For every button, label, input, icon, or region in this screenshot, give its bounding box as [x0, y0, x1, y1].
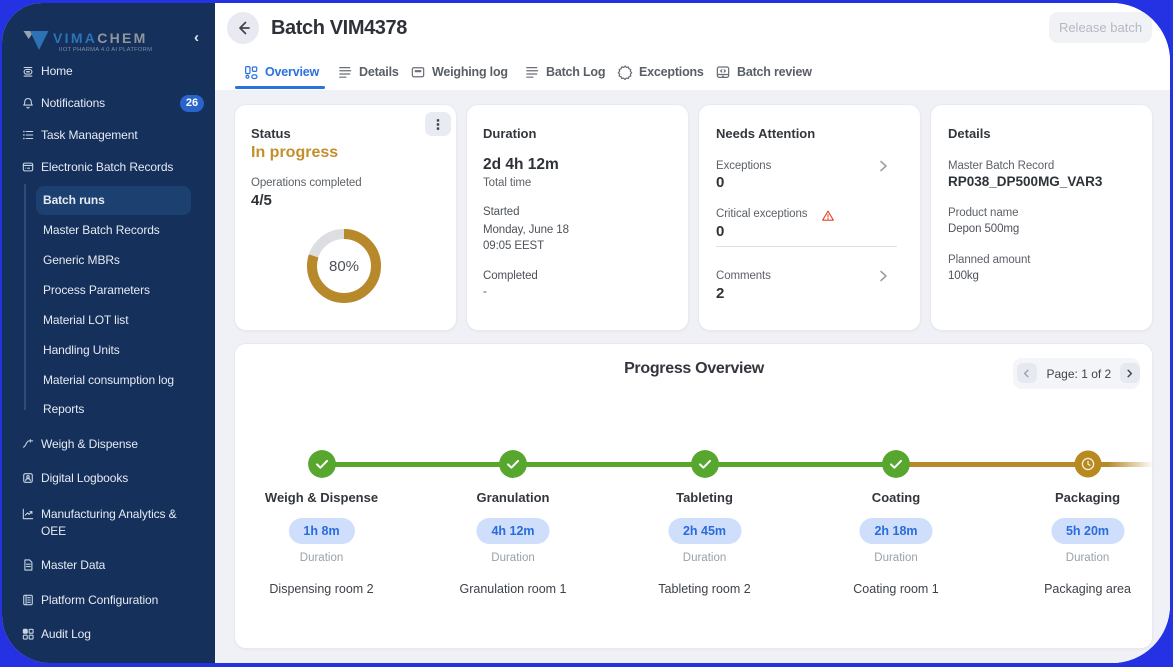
svg-text:80%: 80% [329, 258, 359, 275]
